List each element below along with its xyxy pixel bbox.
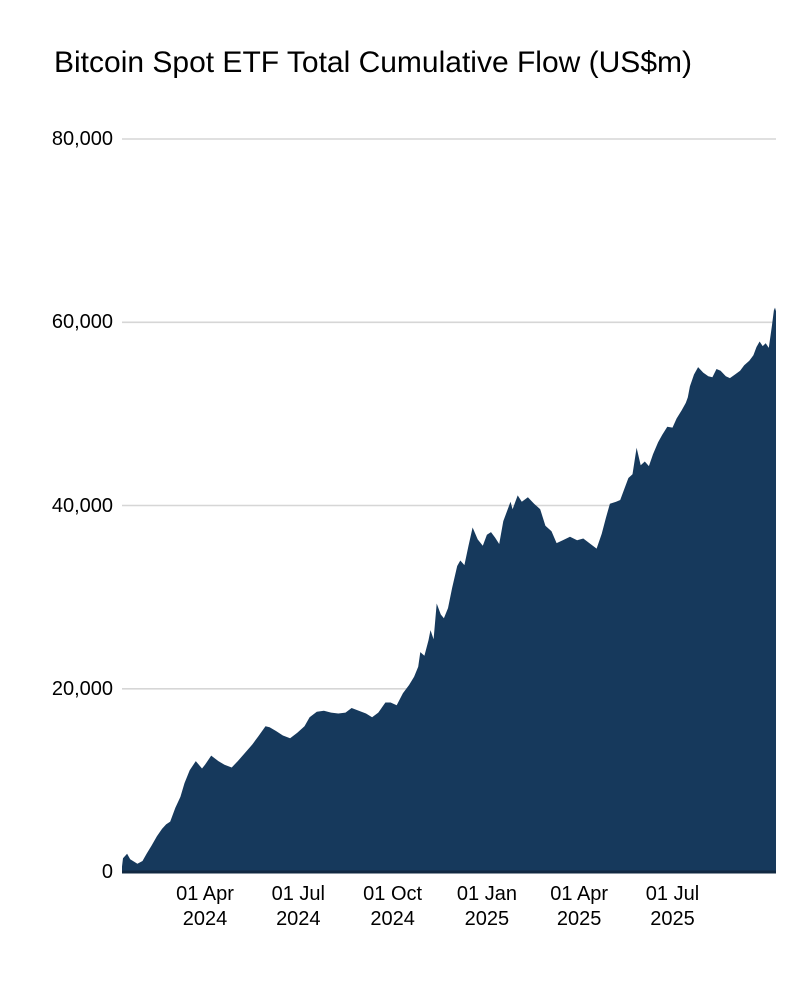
x-axis-label-year: 2025	[650, 908, 695, 930]
x-axis-label: 01 Apr 2024	[140, 882, 270, 932]
x-axis-label-year: 2024	[370, 908, 415, 930]
y-axis-label: 0	[101, 861, 113, 883]
x-axis-label-year: 2025	[556, 908, 602, 930]
y-axis-label: 20,000	[51, 677, 113, 700]
x-axis-label-date: 01 Apr	[550, 883, 609, 905]
cumulative-flow-area	[122, 307, 776, 873]
chart-title: Bitcoin Spot ETF Total Cumulative Flow (…	[54, 46, 692, 79]
y-axis-label: 80,000	[51, 128, 113, 150]
x-axis-label-year: 2024	[276, 908, 321, 930]
x-axis-label-date: 01 Apr	[176, 883, 234, 905]
x-axis-label: 01 Jan 2025	[422, 882, 552, 932]
x-axis-label: 01 Jul 2024	[233, 882, 363, 932]
y-axis-label: 60,000	[51, 311, 113, 334]
x-axis-label-date: 01 Oct	[363, 883, 423, 905]
x-axis-label: 01 Apr 2025	[514, 882, 644, 932]
x-axis-label: 01 Oct 2024	[328, 882, 458, 932]
x-axis-label-date: 01 Jan	[456, 883, 517, 905]
x-axis-label: 01 Jul 2025	[607, 882, 737, 932]
x-axis-label-date: 01 Jul	[271, 883, 325, 905]
y-axis-label: 40,000	[51, 494, 113, 517]
x-axis-label-date: 01 Jul	[645, 883, 700, 905]
x-axis-label-year: 2025	[464, 908, 510, 930]
x-axis-label-year: 2024	[182, 908, 228, 930]
